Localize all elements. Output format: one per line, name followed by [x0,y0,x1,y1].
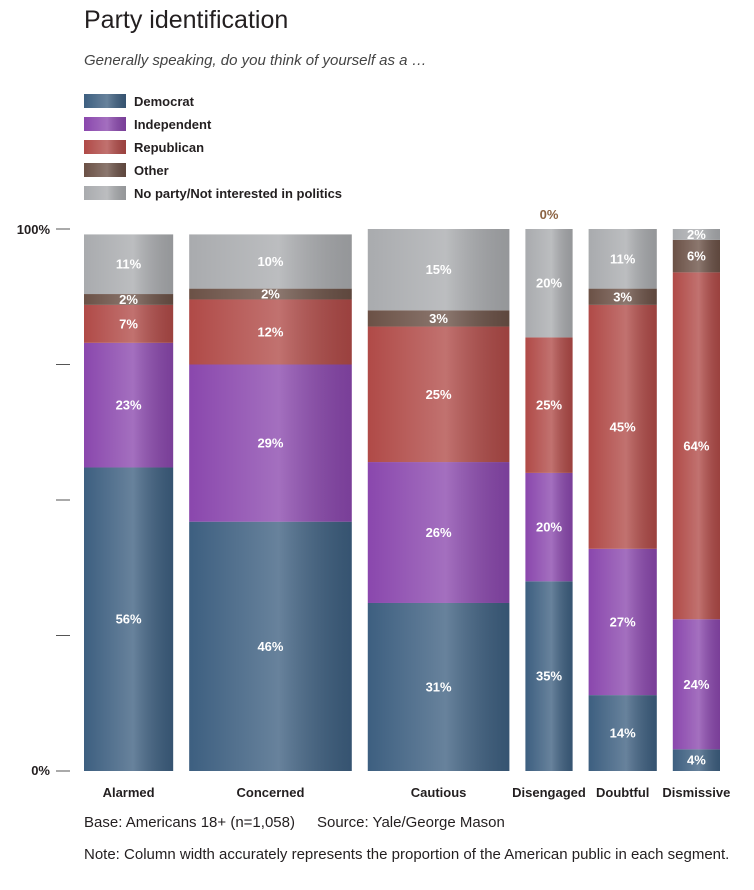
bar-sheen [367,310,510,327]
column-concerned: 46% 29% 12% 2% 10% [189,234,352,771]
x-label-cautious: Cautious [411,785,467,800]
y-axis: 100% 0% [17,222,70,778]
y-tick-label-top: 100% [17,222,51,237]
data-label-other: 6% [687,249,706,264]
y-tick-label-bottom: 0% [31,763,50,778]
data-label-republican: 25% [426,387,452,402]
bar-sheen [525,229,573,338]
data-label-independent: 24% [683,677,709,692]
bar-sheen [672,749,720,771]
data-label-no-party-not-interested-in-politics: 20% [536,276,562,291]
chart-subtitle: Generally speaking, do you think of your… [84,52,427,69]
data-label-republican: 7% [119,316,138,331]
x-label-concerned: Concerned [237,785,305,800]
bar-sheen [367,602,510,771]
bars-area: 56% 23% 7% 2% 11% 46% 29% 12% 2% 10% 31% 26% 25% 3% 15… [84,207,720,771]
column-dismissive: 4% 24% 64% 6% 2% [672,227,720,771]
data-label-other: 2% [261,287,280,302]
x-label-disengaged: Disengaged [512,785,586,800]
bar-sheen [367,326,510,463]
chart-legend: Democrat Independent Republican Other No par… [84,94,342,201]
x-label-alarmed: Alarmed [103,785,155,800]
x-label-doubtful: Doubtful [596,785,649,800]
data-label-no-party-not-interested-in-politics: 15% [426,262,452,277]
data-label-independent: 20% [536,520,562,535]
bar-sheen [189,234,352,289]
data-label-republican: 64% [683,438,709,453]
data-label-democrat: 14% [610,726,636,741]
column-doubtful: 14% 27% 45% 3% 11% [588,229,657,771]
data-label-no-party-not-interested-in-politics: 2% [687,227,706,242]
data-label-republican: 25% [536,398,562,413]
legend-label-no-party-not-interested-in-politics: No party/Not interested in politics [134,186,342,201]
data-label-independent: 26% [426,525,452,540]
bar-sheen [672,229,720,240]
x-label-dismissive: Dismissive [662,785,730,800]
column-cautious: 31% 26% 25% 3% 15% [367,229,510,771]
bar-sheen [84,467,174,771]
base-text: Base: Americans 18+ (n=1,058) [84,814,295,831]
data-label-independent: 23% [116,398,142,413]
bar-sheen [189,299,352,365]
bar-sheen [588,548,657,696]
data-label-republican: 45% [610,419,636,434]
data-label-republican: 12% [257,324,283,339]
bar-sheen [672,239,720,273]
chart-title: Party identification [84,6,289,34]
legend-swatch-sheen [84,163,126,177]
data-label-democrat: 56% [116,612,142,627]
data-label-no-party-not-interested-in-politics: 10% [257,254,283,269]
data-label-other: 3% [429,311,448,326]
bar-sheen [84,342,174,468]
bar-sheen [525,337,573,473]
column-alarmed: 56% 23% 7% 2% 11% [84,234,174,771]
column-disengaged: 35% 20% 25% 20% 0% [525,207,573,771]
legend-swatch-sheen [84,94,126,108]
data-label-democrat: 31% [426,679,452,694]
bar-sheen [84,304,174,343]
legend-label-democrat: Democrat [134,94,195,109]
bar-sheen [588,288,657,305]
legend-swatch-sheen [84,186,126,200]
annotation-other-zero: 0% [540,207,559,222]
legend-label-republican: Republican [134,140,204,155]
data-label-democrat: 4% [687,753,706,768]
legend-label-other: Other [134,163,169,178]
bar-sheen [588,229,657,289]
bar-sheen [367,462,510,603]
data-label-independent: 27% [610,614,636,629]
data-label-other: 2% [119,292,138,307]
bar-sheen [84,294,174,305]
bar-sheen [525,472,573,582]
bar-sheen [672,272,720,620]
legend-swatch-sheen [84,140,126,154]
data-label-democrat: 35% [536,669,562,684]
bar-sheen [189,288,352,300]
bar-sheen [588,304,657,549]
legend-swatch-sheen [84,117,126,131]
bar-sheen [672,619,720,750]
data-label-independent: 29% [257,436,283,451]
bar-sheen [367,229,510,311]
legend-label-independent: Independent [134,117,212,132]
data-label-no-party-not-interested-in-politics: 11% [610,251,636,266]
bar-sheen [189,364,352,522]
bar-sheen [84,234,174,295]
stacked-bar-chart: Democrat Independent Republican Other No par… [17,94,731,800]
bar-sheen [189,521,352,771]
footer-note: Note: Column width accurately represents… [84,846,730,863]
footer-base: Base: Americans 18+ (n=1,058) Source: Yal… [84,814,505,831]
bar-sheen [525,581,573,771]
data-label-democrat: 46% [257,639,283,654]
bar-sheen [588,695,657,771]
source-text: Source: Yale/George Mason [316,814,505,831]
data-label-other: 3% [613,289,632,304]
x-axis-labels: Alarmed Concerned Cautious Disengaged Doubtf… [103,785,731,800]
data-label-no-party-not-interested-in-politics: 11% [116,257,142,272]
